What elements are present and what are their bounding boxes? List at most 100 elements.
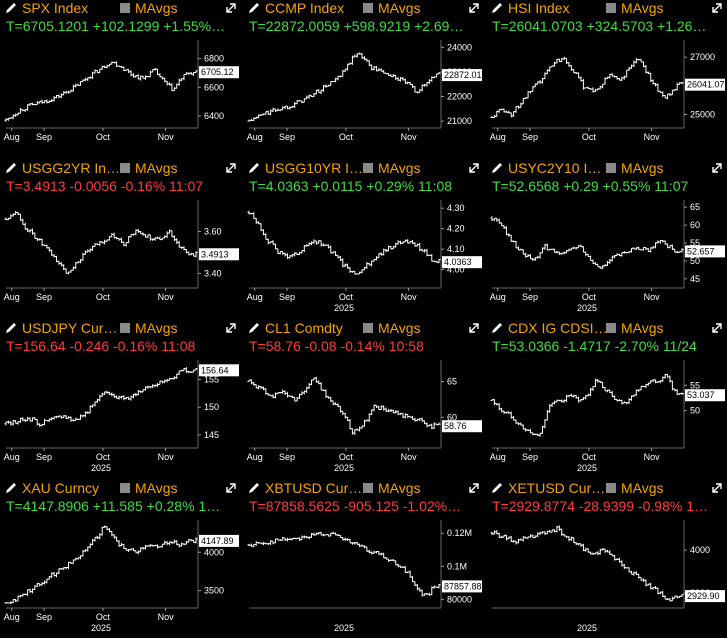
panel-header: USGG2YR In… MAvgs bbox=[2, 160, 242, 178]
pencil-icon[interactable] bbox=[4, 161, 18, 175]
mavgs-checkbox[interactable] bbox=[120, 483, 130, 493]
mavgs-label[interactable]: MAvgs bbox=[621, 0, 664, 16]
last-price-box bbox=[685, 389, 725, 402]
symbol-label[interactable]: SPX Index bbox=[22, 0, 89, 16]
x-tick-label: Oct bbox=[582, 452, 597, 462]
price-chart: 60 65 Aug Sep Oct Nov 2025 58.76 bbox=[247, 360, 482, 473]
mavgs-label[interactable]: MAvgs bbox=[135, 480, 178, 496]
quote-line: T=87858.5625 -905.125 -1.02%… bbox=[249, 498, 462, 514]
chart-panel-cdxig[interactable]: CDX IG CDSI… MAvgs T=53.0366 -1.4717 -2.70… bbox=[488, 320, 727, 477]
mavgs-checkbox[interactable] bbox=[363, 323, 373, 333]
expand-icon[interactable] bbox=[710, 161, 724, 175]
mavgs-checkbox[interactable] bbox=[120, 3, 130, 13]
mavgs-checkbox[interactable] bbox=[606, 483, 616, 493]
y-tick-label: 27000 bbox=[690, 52, 715, 62]
mavgs-label[interactable]: MAvgs bbox=[621, 160, 664, 176]
x-tick-label: Sep bbox=[36, 132, 52, 142]
panel-header: XAU Curncy MAvgs bbox=[2, 480, 242, 498]
pencil-icon[interactable] bbox=[490, 321, 504, 335]
x-tick-label: Nov bbox=[644, 452, 661, 462]
pencil-icon[interactable] bbox=[247, 321, 261, 335]
expand-icon[interactable] bbox=[467, 1, 481, 15]
mavgs-label[interactable]: MAvgs bbox=[135, 320, 178, 336]
mavgs-label[interactable]: MAvgs bbox=[378, 0, 421, 16]
symbol-label[interactable]: XETUSD Cur… bbox=[508, 480, 606, 496]
y-tick-label: 55 bbox=[690, 238, 700, 248]
chart-panel-cl1[interactable]: CL1 Comdty MAvgs T=58.76 -0.08 -0.14% 10:5… bbox=[245, 320, 485, 477]
expand-icon[interactable] bbox=[224, 321, 238, 335]
x-tick-label: Aug bbox=[490, 452, 506, 462]
symbol-label[interactable]: CL1 Comdty bbox=[265, 320, 343, 336]
pencil-icon[interactable] bbox=[490, 481, 504, 495]
panel-header: CDX IG CDSI… MAvgs bbox=[488, 320, 727, 338]
y-tick-label: 3500 bbox=[204, 586, 224, 596]
quote-line: T=4147.8906 +11.585 +0.28% 1… bbox=[6, 498, 221, 514]
mavgs-label[interactable]: MAvgs bbox=[135, 0, 178, 16]
last-price-label: 3.4913 bbox=[201, 249, 229, 259]
expand-icon[interactable] bbox=[224, 481, 238, 495]
chart-panel-xau[interactable]: XAU Curncy MAvgs T=4147.8906 +11.585 +0.28… bbox=[2, 480, 242, 637]
mavgs-checkbox[interactable] bbox=[363, 163, 373, 173]
symbol-label[interactable]: HSI Index bbox=[508, 0, 570, 16]
chart-panel-usgg10yr[interactable]: USGG10YR I… MAvgs T=4.0363 +0.0115 +0.29% … bbox=[245, 160, 485, 317]
expand-icon[interactable] bbox=[224, 1, 238, 15]
pencil-icon[interactable] bbox=[490, 161, 504, 175]
symbol-label[interactable]: USGG10YR I… bbox=[265, 160, 364, 176]
mavgs-checkbox[interactable] bbox=[363, 483, 373, 493]
chart-panel-hsi[interactable]: HSI Index MAvgs T=26041.0703 +324.5703 +1.… bbox=[488, 0, 727, 157]
mavgs-label[interactable]: MAvgs bbox=[378, 160, 421, 176]
chart-panel-usdjpy[interactable]: USDJPY Cur… MAvgs T=156.64 -0.246 -0.16% 1… bbox=[2, 320, 242, 477]
pencil-icon[interactable] bbox=[247, 481, 261, 495]
expand-icon[interactable] bbox=[710, 321, 724, 335]
mavgs-label[interactable]: MAvgs bbox=[135, 160, 178, 176]
chart-panel-spx[interactable]: SPX Index MAvgs T=6705.1201 +102.1299 +1.5… bbox=[2, 0, 242, 157]
symbol-label[interactable]: USGG2YR In… bbox=[22, 160, 121, 176]
price-chart: 80000 0.1M 0.12M 2025 87857.88 bbox=[247, 520, 482, 633]
chart-panel-xetusd[interactable]: XETUSD Cur… MAvgs T=2929.8774 -28.9399 -0.… bbox=[488, 480, 727, 637]
mavgs-label[interactable]: MAvgs bbox=[621, 320, 664, 336]
x-tick-label: Oct bbox=[96, 612, 111, 622]
pencil-icon[interactable] bbox=[4, 481, 18, 495]
pencil-icon[interactable] bbox=[490, 1, 504, 15]
mavgs-checkbox[interactable] bbox=[606, 3, 616, 13]
symbol-label[interactable]: CCMP Index bbox=[265, 0, 345, 16]
mavgs-label[interactable]: MAvgs bbox=[378, 320, 421, 336]
chart-panel-usgg2yr[interactable]: USGG2YR In… MAvgs T=3.4913 -0.0056 -0.16% … bbox=[2, 160, 242, 317]
chart-panel-usyc2y10[interactable]: USYC2Y10 I… MAvgs T=52.6568 +0.29 +0.55% 1… bbox=[488, 160, 727, 317]
x-tick-label: Nov bbox=[158, 132, 175, 142]
chart-panel-xbtusd[interactable]: XBTUSD Cur… MAvgs T=87858.5625 -905.125 -1… bbox=[245, 480, 485, 637]
x-tick-label: Sep bbox=[36, 612, 52, 622]
symbol-label[interactable]: USDJPY Cur… bbox=[22, 320, 118, 336]
expand-icon[interactable] bbox=[710, 481, 724, 495]
x-tick-label: Nov bbox=[644, 292, 661, 302]
expand-icon[interactable] bbox=[467, 321, 481, 335]
expand-icon[interactable] bbox=[710, 1, 724, 15]
y-tick-label: 4.20 bbox=[447, 224, 465, 234]
year-label: 2025 bbox=[334, 463, 354, 473]
mavgs-label[interactable]: MAvgs bbox=[621, 480, 664, 496]
symbol-label[interactable]: XBTUSD Cur… bbox=[265, 480, 363, 496]
x-tick-label: Aug bbox=[490, 132, 506, 142]
y-tick-label: 65 bbox=[447, 377, 457, 387]
mavgs-checkbox[interactable] bbox=[606, 323, 616, 333]
mavgs-checkbox[interactable] bbox=[606, 163, 616, 173]
y-tick-label: 45 bbox=[690, 274, 700, 284]
symbol-label[interactable]: XAU Curncy bbox=[22, 480, 100, 496]
symbol-label[interactable]: USYC2Y10 I… bbox=[508, 160, 602, 176]
pencil-icon[interactable] bbox=[4, 1, 18, 15]
mavgs-checkbox[interactable] bbox=[120, 163, 130, 173]
x-tick-label: Oct bbox=[339, 292, 354, 302]
pencil-icon[interactable] bbox=[4, 321, 18, 335]
pencil-icon[interactable] bbox=[247, 161, 261, 175]
symbol-label[interactable]: CDX IG CDSI… bbox=[508, 320, 608, 336]
mavgs-label[interactable]: MAvgs bbox=[378, 480, 421, 496]
pencil-icon[interactable] bbox=[247, 1, 261, 15]
expand-icon[interactable] bbox=[467, 161, 481, 175]
y-tick-label: 3.60 bbox=[204, 226, 222, 236]
chart-panel-ccmp[interactable]: CCMP Index MAvgs T=22872.0059 +598.9219 +2… bbox=[245, 0, 485, 157]
expand-icon[interactable] bbox=[467, 481, 481, 495]
mavgs-checkbox[interactable] bbox=[363, 3, 373, 13]
expand-icon[interactable] bbox=[224, 161, 238, 175]
last-price-box bbox=[685, 78, 725, 91]
mavgs-checkbox[interactable] bbox=[120, 323, 130, 333]
